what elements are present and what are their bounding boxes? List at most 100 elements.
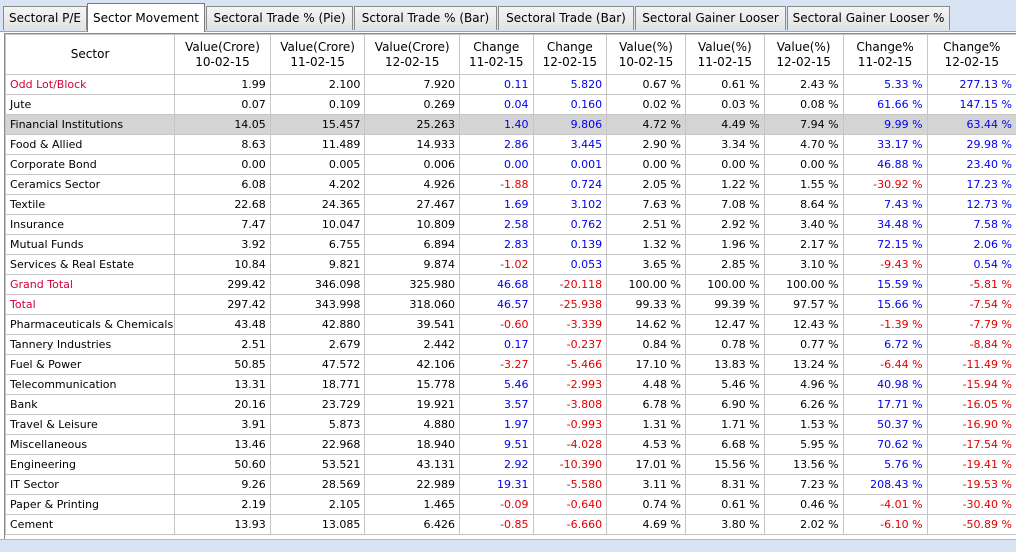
value-cell: 0.74 % <box>607 495 686 515</box>
value-cell: 3.80 % <box>685 515 764 535</box>
value-cell: 0.00 % <box>685 155 764 175</box>
value-cell: 0.005 <box>270 155 365 175</box>
value-cell: 23.729 <box>270 395 365 415</box>
column-header[interactable]: Value(%)12-02-15 <box>764 35 843 75</box>
value-cell: 10.84 <box>175 255 271 275</box>
value-cell: 15.778 <box>365 375 460 395</box>
value-cell: 2.58 <box>459 215 533 235</box>
value-cell: 0.00 % <box>607 155 686 175</box>
value-cell: -6.10 % <box>843 515 927 535</box>
value-cell: -0.237 <box>533 335 607 355</box>
column-header[interactable]: Value(%)10-02-15 <box>607 35 686 75</box>
value-cell: -30.92 % <box>843 175 927 195</box>
value-cell: 0.006 <box>365 155 460 175</box>
value-cell: 4.72 % <box>607 115 686 135</box>
sector-name-cell: Jute <box>6 95 175 115</box>
tab-sectoral-gainer-looser[interactable]: Sectoral Gainer Looser <box>635 6 786 30</box>
column-header-date: 12-02-15 <box>767 55 841 70</box>
value-cell: 8.31 % <box>685 475 764 495</box>
column-header-label: Value(%) <box>688 40 762 55</box>
value-cell: 61.66 % <box>843 95 927 115</box>
value-cell: 39.541 <box>365 315 460 335</box>
tab-sctoral-trade-bar[interactable]: Sctoral Trade % (Bar) <box>354 6 497 30</box>
value-cell: -4.028 <box>533 435 607 455</box>
value-cell: -0.85 <box>459 515 533 535</box>
value-cell: 22.989 <box>365 475 460 495</box>
column-header-date: 11-02-15 <box>462 55 531 70</box>
value-cell: -0.09 <box>459 495 533 515</box>
value-cell: 147.15 % <box>927 95 1016 115</box>
column-header[interactable]: Change%12-02-15 <box>927 35 1016 75</box>
value-cell: 0.11 <box>459 75 533 95</box>
value-cell: 6.894 <box>365 235 460 255</box>
value-cell: 47.572 <box>270 355 365 375</box>
column-header[interactable]: Value(Crore)12-02-15 <box>365 35 460 75</box>
value-cell: 13.31 <box>175 375 271 395</box>
value-cell: 1.40 <box>459 115 533 135</box>
value-cell: 5.33 % <box>843 75 927 95</box>
value-cell: -11.49 % <box>927 355 1016 375</box>
value-cell: 42.880 <box>270 315 365 335</box>
value-cell: 277.13 % <box>927 75 1016 95</box>
value-cell: -3.808 <box>533 395 607 415</box>
column-header-date: 11-02-15 <box>846 55 925 70</box>
value-cell: 3.11 % <box>607 475 686 495</box>
value-cell: 63.44 % <box>927 115 1016 135</box>
value-cell: 13.46 <box>175 435 271 455</box>
value-cell: 19.921 <box>365 395 460 415</box>
value-cell: 7.94 % <box>764 115 843 135</box>
value-cell: 5.95 % <box>764 435 843 455</box>
column-header[interactable]: Value(%)11-02-15 <box>685 35 764 75</box>
value-cell: 2.90 % <box>607 135 686 155</box>
tab-sectoral-trade-bar[interactable]: Sectoral Trade (Bar) <box>498 6 634 30</box>
value-cell: -1.39 % <box>843 315 927 335</box>
value-cell: 15.66 % <box>843 295 927 315</box>
column-header[interactable]: Value(Crore)11-02-15 <box>270 35 365 75</box>
tab-sectoral-gainer-looser[interactable]: Sectoral Gainer Looser % <box>787 6 950 30</box>
value-cell: 0.08 % <box>764 95 843 115</box>
value-cell: 3.92 <box>175 235 271 255</box>
value-cell: 14.933 <box>365 135 460 155</box>
column-header[interactable]: Sector <box>6 35 175 75</box>
column-header[interactable]: Change%11-02-15 <box>843 35 927 75</box>
value-cell: 1.22 % <box>685 175 764 195</box>
value-cell: 208.43 % <box>843 475 927 495</box>
value-cell: 6.72 % <box>843 335 927 355</box>
value-cell: -1.88 <box>459 175 533 195</box>
tab-sector-movement[interactable]: Sector Movement <box>87 3 205 32</box>
value-cell: 6.08 <box>175 175 271 195</box>
value-cell: -0.993 <box>533 415 607 435</box>
tab-sectoral-trade-pie[interactable]: Sectoral Trade % (Pie) <box>206 6 353 30</box>
value-cell: 0.724 <box>533 175 607 195</box>
value-cell: 2.100 <box>270 75 365 95</box>
column-header[interactable]: Value(Crore)10-02-15 <box>175 35 271 75</box>
tab-sectoral-p-e[interactable]: Sectoral P/E <box>3 6 87 30</box>
